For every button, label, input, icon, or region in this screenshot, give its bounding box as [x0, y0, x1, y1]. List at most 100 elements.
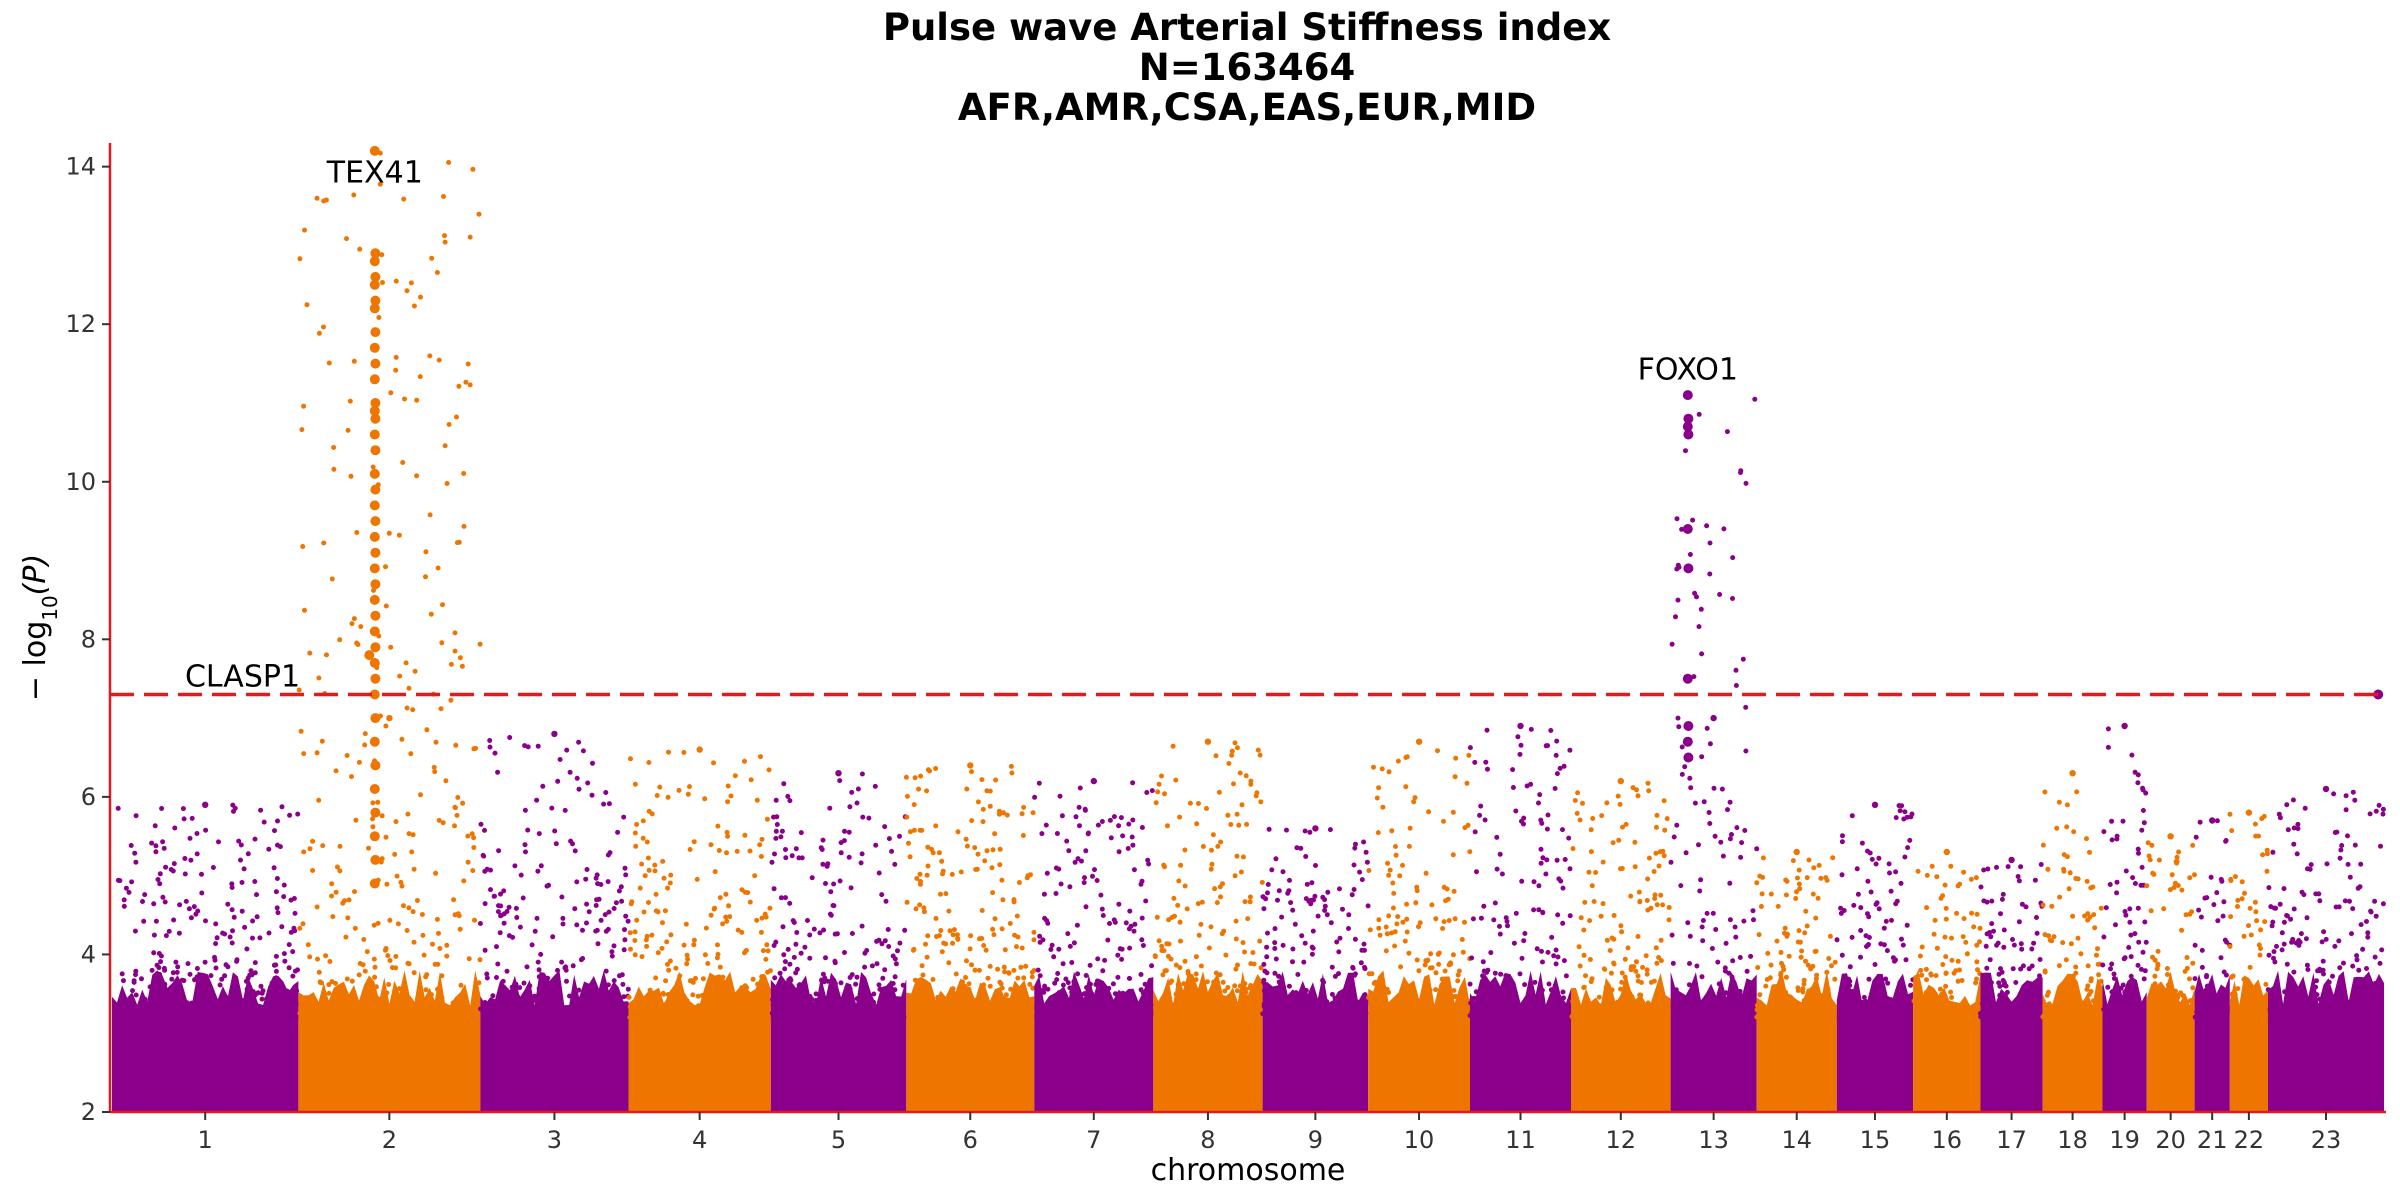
peak-point	[370, 610, 381, 621]
chromosome-11-scatter	[1467, 726, 1573, 1020]
title-line-3: AFR,AMR,CSA,EAS,EUR,MID	[958, 86, 1536, 129]
chromosome-14-dense-band	[1756, 970, 1837, 1112]
x-tick-label: 13	[1698, 1126, 1729, 1154]
chromosome-1-dense-band	[112, 970, 299, 1112]
gene-annotations: TEX41 FOXO1 CLASP1	[185, 155, 1738, 694]
peak-point	[369, 689, 380, 700]
chromosome-12-local-max-point	[1617, 777, 1625, 785]
chromosome-2-points	[296, 150, 483, 1112]
y-tick-label: 10	[65, 468, 96, 496]
chromosome-14-local-max-point	[1793, 848, 1800, 856]
chromosome-6-local-max-point	[967, 762, 974, 769]
x-tick-label: 12	[1606, 1126, 1637, 1154]
chromosome-2-dense-band	[298, 970, 481, 1112]
peak-point	[1683, 721, 1694, 731]
x-tick-label: 21	[2197, 1126, 2228, 1154]
chromosome-8-scatter	[1152, 740, 1265, 1020]
peak-point	[369, 145, 380, 156]
chromosome-18-scatter	[2040, 789, 2105, 1020]
chromosome-6-dense-band	[906, 977, 1035, 1112]
chromosome-5-local-max-point	[835, 770, 842, 777]
peak-point	[1682, 421, 1693, 432]
chromosome-15-dense-band	[1836, 973, 1914, 1112]
peak-point	[369, 256, 380, 267]
chromosome-20-local-max-point	[2167, 833, 2174, 840]
x-axis-label: chromosome	[1151, 1153, 1346, 1188]
x-tick-label: 7	[1086, 1126, 1101, 1154]
chromosome-21-local-max-point	[2209, 817, 2216, 824]
y-tick-label: 4	[81, 940, 96, 968]
peak-point	[369, 468, 380, 479]
peak-point	[369, 626, 380, 637]
chromosome-21-points	[2192, 817, 2233, 1112]
chromosome-12-dense-band	[1571, 973, 1671, 1112]
peak-point	[370, 445, 381, 456]
peak-point	[370, 547, 381, 558]
x-tick-label: 14	[1781, 1126, 1812, 1154]
chromosome-20-points	[2144, 833, 2197, 1112]
chromosome-9-dense-band	[1262, 971, 1369, 1112]
chromosome-5-points	[769, 770, 908, 1112]
annotation-clasp1: CLASP1	[185, 660, 300, 695]
chromosome-14-points	[1754, 848, 1839, 1112]
chromosome-9-points	[1260, 825, 1371, 1112]
peak-point	[1683, 429, 1694, 440]
chromosome-4-dense-band	[628, 971, 771, 1112]
x-tick-label: 11	[1505, 1126, 1536, 1154]
peak-point	[370, 295, 381, 306]
x-tick-label: 23	[2311, 1126, 2342, 1154]
chromosome-11-points	[1467, 722, 1573, 1112]
chromosome-6-scatter	[903, 763, 1037, 1020]
chromosome-3-dense-band	[480, 970, 629, 1112]
peak-point	[370, 760, 381, 771]
chromosome-8-points	[1152, 738, 1265, 1112]
chromosome-18-local-max-point	[2069, 770, 2076, 777]
chromosome-4-points	[626, 746, 773, 1112]
y-tick-label: 12	[65, 310, 96, 338]
x-tick-label: 1	[198, 1126, 213, 1154]
peak-point	[369, 531, 380, 542]
x-tick-label: 6	[963, 1126, 978, 1154]
peak-point	[369, 342, 380, 353]
chromosome-23-dense-band	[2268, 970, 2384, 1112]
data-points	[112, 145, 2386, 1112]
peak-point	[369, 594, 380, 605]
peak-point	[370, 807, 381, 818]
chromosome-17-local-max-point	[2008, 856, 2015, 864]
peak-point	[369, 500, 380, 511]
peak-point	[369, 374, 380, 385]
chromosome-5-dense-band	[770, 971, 907, 1112]
chromosome-19-points	[2100, 722, 2149, 1112]
chromosome-8-local-max-point	[1204, 738, 1212, 745]
chromosome-15-points	[1834, 801, 1916, 1112]
peak-3	[1682, 390, 1694, 763]
chromosome-13-local-max-point	[1710, 714, 1717, 722]
chromosome-13-dense-band	[1670, 971, 1757, 1112]
chromosome-7-scatter	[1032, 780, 1155, 1020]
chromosome-13-points	[1668, 396, 1760, 1112]
chromosome-1-points	[112, 801, 301, 1112]
chromosome-23-scatter	[2265, 789, 2386, 1020]
x-tick-label: 16	[1932, 1126, 1963, 1154]
peak-point	[364, 650, 375, 661]
chromosome-12-points	[1569, 777, 1672, 1112]
x-tick-label: 20	[2155, 1126, 2186, 1154]
chromosome-1-local-max-point	[202, 801, 209, 808]
peak-point	[369, 878, 380, 889]
chromosome-21-dense-band	[2194, 974, 2230, 1112]
peak-1	[369, 145, 381, 889]
chromosome-11-dense-band	[1470, 970, 1571, 1112]
y-axis-label-main: − log	[18, 621, 53, 701]
y-axis-label-subscript: 10	[38, 595, 62, 620]
chromosome-10-local-max-point	[1415, 738, 1423, 745]
chromosome-16-points	[1911, 848, 1983, 1112]
y-axis-label-tail: (P)	[18, 554, 53, 596]
peak-2	[364, 650, 375, 661]
y-tick-label: 14	[65, 153, 96, 181]
peak-point	[370, 484, 381, 495]
peak-point	[370, 516, 381, 527]
chromosome-18-points	[2040, 770, 2105, 1112]
chromosome-19-local-max-point	[2121, 722, 2128, 730]
chromosome-6-points	[903, 762, 1037, 1112]
